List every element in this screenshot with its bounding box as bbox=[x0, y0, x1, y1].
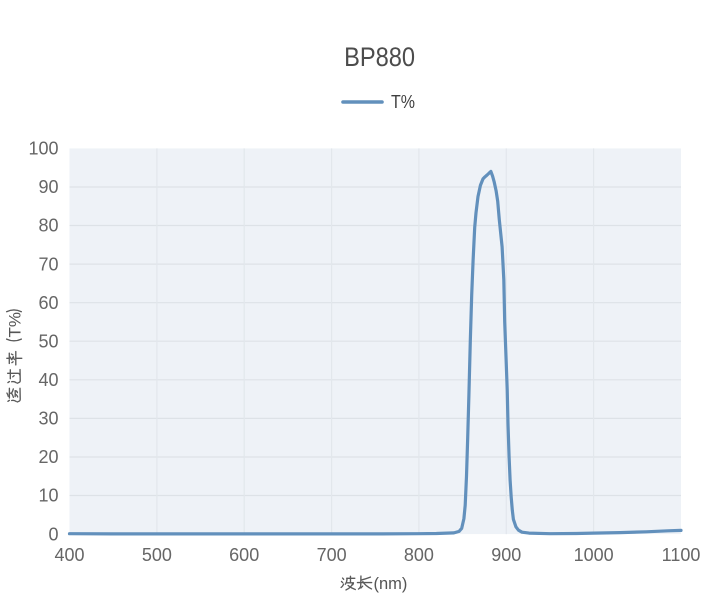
svg-text:800: 800 bbox=[404, 545, 434, 565]
svg-text:1000: 1000 bbox=[574, 545, 614, 565]
svg-text:500: 500 bbox=[142, 545, 172, 565]
svg-text:20: 20 bbox=[38, 447, 58, 467]
svg-text:T%: T% bbox=[391, 92, 415, 112]
svg-text:40: 40 bbox=[38, 370, 58, 390]
svg-text:600: 600 bbox=[229, 545, 259, 565]
svg-text:50: 50 bbox=[38, 331, 58, 351]
svg-text:0: 0 bbox=[48, 524, 58, 544]
svg-text:1100: 1100 bbox=[662, 545, 701, 565]
svg-text:90: 90 bbox=[38, 177, 58, 197]
svg-text:700: 700 bbox=[317, 545, 347, 565]
svg-text:T%: T% bbox=[6, 312, 25, 338]
svg-text:80: 80 bbox=[38, 216, 58, 236]
svg-text:400: 400 bbox=[54, 545, 84, 565]
svg-text:70: 70 bbox=[38, 254, 58, 274]
svg-text:30: 30 bbox=[38, 409, 58, 429]
svg-text:100: 100 bbox=[28, 139, 58, 159]
svg-text:(nm): (nm) bbox=[374, 575, 408, 593]
svg-text:10: 10 bbox=[38, 486, 58, 506]
svg-text:900: 900 bbox=[491, 545, 521, 565]
svg-text:60: 60 bbox=[38, 293, 58, 313]
svg-text:BP880: BP880 bbox=[344, 42, 415, 72]
